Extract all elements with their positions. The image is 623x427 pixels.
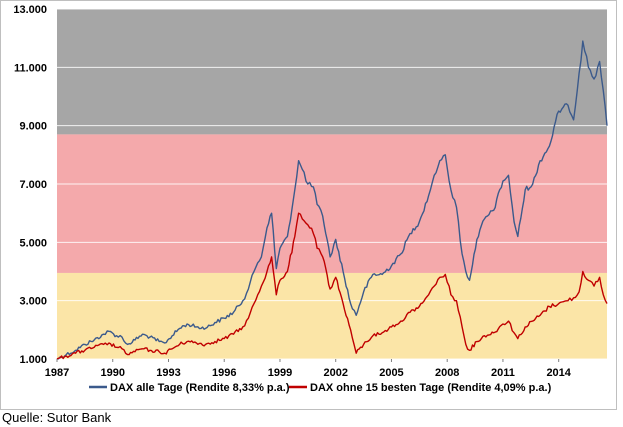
background-bands	[57, 9, 607, 359]
background-band-0	[57, 9, 607, 135]
y-axis-tick-labels: 1.000 3.000 5.000 7.000 9.000 11.000 13.000	[13, 4, 47, 366]
series-line-1	[56, 212, 608, 360]
x-tick-label: 2014	[546, 367, 571, 379]
x-tick-label: 2008	[435, 367, 459, 379]
x-tick-label: 2005	[379, 367, 403, 379]
y-tick-label: 9.000	[19, 121, 47, 133]
x-tick-label: 1990	[101, 367, 125, 379]
series-line-0	[56, 40, 608, 360]
series-lines	[56, 40, 608, 360]
y-tick-label: 3.000	[19, 296, 47, 308]
y-tick-label: 13.000	[13, 4, 47, 16]
x-tick-label: 1996	[212, 367, 236, 379]
y-tick-label: 5.000	[19, 237, 47, 249]
legend-label-0: DAX alle Tage (Rendite 8,33% p.a.)	[110, 382, 290, 394]
x-tick-label: 2011	[491, 367, 515, 379]
x-tick-label: 1993	[156, 367, 180, 379]
y-tick-label: 11.000	[14, 62, 47, 74]
y-tick-label: 7.000	[19, 179, 47, 191]
gridlines	[57, 8, 607, 360]
dax-line-chart: 1.000 3.000 5.000 7.000 9.000 11.000 13.000 19…	[13, 4, 608, 394]
x-tick-label: 1987	[45, 367, 69, 379]
x-tick-label: 1999	[268, 367, 292, 379]
source-note: Quelle: Sutor Bank	[2, 410, 112, 425]
legend-label-1: DAX ohne 15 besten Tage (Rendite 4,09% p…	[310, 382, 552, 394]
chart-frame: 1.000 3.000 5.000 7.000 9.000 11.000 13.000 19…	[0, 0, 617, 410]
legend: DAX alle Tage (Rendite 8,33% p.a.) DAX oh…	[89, 382, 552, 394]
y-tick-label: 1.000	[19, 354, 47, 366]
x-axis-tick-labels: 1987 1990 1993 1996 1999 2002 2005 2008 2011 2014	[45, 359, 572, 379]
x-tick-label: 2002	[323, 367, 347, 379]
